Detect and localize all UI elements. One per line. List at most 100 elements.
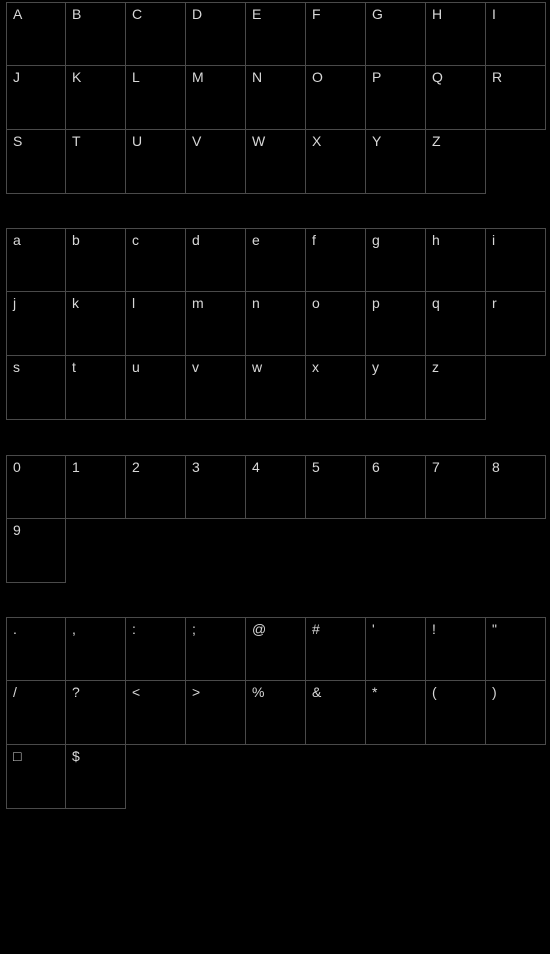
glyph-cell: z xyxy=(426,356,486,420)
glyph-label: B xyxy=(72,6,81,22)
glyph-label: m xyxy=(192,295,204,311)
glyph-cell: % xyxy=(246,681,306,745)
glyph-cell: # xyxy=(306,617,366,681)
glyph-label: o xyxy=(312,295,320,311)
glyph-label: q xyxy=(432,295,440,311)
glyph-label: ! xyxy=(432,621,436,637)
glyph-label: @ xyxy=(252,621,266,637)
glyph-label: □ xyxy=(13,748,21,764)
glyph-cell: . xyxy=(6,617,66,681)
symbols-section: .,:;@#'!"/?<>%&*()□$ xyxy=(6,617,546,809)
glyph-cell: X xyxy=(306,130,366,194)
glyph-cell: x xyxy=(306,356,366,420)
glyph-cell: t xyxy=(66,356,126,420)
glyph-cell: 8 xyxy=(486,455,546,519)
glyph-label: ) xyxy=(492,684,497,700)
glyph-label: s xyxy=(13,359,20,375)
glyph-cell: 1 xyxy=(66,455,126,519)
glyph-label: V xyxy=(192,133,201,149)
glyph-cell: ) xyxy=(486,681,546,745)
glyph-cell: h xyxy=(426,228,486,292)
glyph-label: J xyxy=(13,69,20,85)
glyph-cell: * xyxy=(366,681,426,745)
glyph-cell: s xyxy=(6,356,66,420)
digits-grid: 0123456789 xyxy=(6,455,546,583)
glyph-label: k xyxy=(72,295,79,311)
glyph-label: 5 xyxy=(312,459,320,475)
glyph-cell: C xyxy=(126,2,186,66)
glyph-cell: L xyxy=(126,66,186,130)
glyph-cell: I xyxy=(486,2,546,66)
glyph-label: ? xyxy=(72,684,80,700)
glyph-cell: E xyxy=(246,2,306,66)
glyph-cell: : xyxy=(126,617,186,681)
glyph-cell: B xyxy=(66,2,126,66)
glyph-label: K xyxy=(72,69,81,85)
glyph-label: / xyxy=(13,684,17,700)
glyph-label: y xyxy=(372,359,379,375)
glyph-cell: v xyxy=(186,356,246,420)
glyph-cell: p xyxy=(366,292,426,356)
glyph-cell: T xyxy=(66,130,126,194)
digits-section: 0123456789 xyxy=(6,455,546,583)
glyph-cell: V xyxy=(186,130,246,194)
glyph-cell: D xyxy=(186,2,246,66)
glyph-label: M xyxy=(192,69,204,85)
glyph-cell: l xyxy=(126,292,186,356)
symbols-grid: .,:;@#'!"/?<>%&*()□$ xyxy=(6,617,546,809)
glyph-label: A xyxy=(13,6,22,22)
glyph-cell: i xyxy=(486,228,546,292)
glyph-label: $ xyxy=(72,748,80,764)
glyph-label: ( xyxy=(432,684,437,700)
uppercase-section: ABCDEFGHIJKLMNOPQRSTUVWXYZ xyxy=(6,2,546,194)
glyph-cell: □ xyxy=(6,745,66,809)
glyph-cell: k xyxy=(66,292,126,356)
glyph-cell: R xyxy=(486,66,546,130)
glyph-cell: ; xyxy=(186,617,246,681)
glyph-cell: y xyxy=(366,356,426,420)
glyph-label: u xyxy=(132,359,140,375)
glyph-cell: 4 xyxy=(246,455,306,519)
glyph-cell: < xyxy=(126,681,186,745)
glyph-label: l xyxy=(132,295,135,311)
glyph-label: n xyxy=(252,295,260,311)
glyph-label: X xyxy=(312,133,321,149)
glyph-label: G xyxy=(372,6,383,22)
glyph-cell: q xyxy=(426,292,486,356)
glyph-label: > xyxy=(192,684,200,700)
glyph-cell: b xyxy=(66,228,126,292)
glyph-label: 4 xyxy=(252,459,260,475)
glyph-label: # xyxy=(312,621,320,637)
uppercase-grid: ABCDEFGHIJKLMNOPQRSTUVWXYZ xyxy=(6,2,546,194)
glyph-label: : xyxy=(132,621,136,637)
glyph-cell: Q xyxy=(426,66,486,130)
glyph-cell: f xyxy=(306,228,366,292)
glyph-cell: > xyxy=(186,681,246,745)
glyph-label: & xyxy=(312,684,321,700)
glyph-cell: G xyxy=(366,2,426,66)
lowercase-grid: abcdefghijklmnopqrstuvwxyz xyxy=(6,228,546,420)
glyph-label: e xyxy=(252,232,260,248)
glyph-cell: ( xyxy=(426,681,486,745)
glyph-cell: $ xyxy=(66,745,126,809)
glyph-cell: & xyxy=(306,681,366,745)
glyph-label: f xyxy=(312,232,316,248)
glyph-label: * xyxy=(372,684,377,700)
glyph-cell: ! xyxy=(426,617,486,681)
glyph-label: h xyxy=(432,232,440,248)
glyph-label: v xyxy=(192,359,199,375)
glyph-cell: J xyxy=(6,66,66,130)
glyph-label: g xyxy=(372,232,380,248)
glyph-cell: A xyxy=(6,2,66,66)
glyph-cell: 3 xyxy=(186,455,246,519)
glyph-label: r xyxy=(492,295,497,311)
glyph-cell: H xyxy=(426,2,486,66)
glyph-cell: 7 xyxy=(426,455,486,519)
glyph-label: c xyxy=(132,232,139,248)
glyph-label: 9 xyxy=(13,522,21,538)
glyph-label: P xyxy=(372,69,381,85)
glyph-cell: 5 xyxy=(306,455,366,519)
glyph-label: D xyxy=(192,6,202,22)
glyph-cell: m xyxy=(186,292,246,356)
glyph-label: < xyxy=(132,684,140,700)
